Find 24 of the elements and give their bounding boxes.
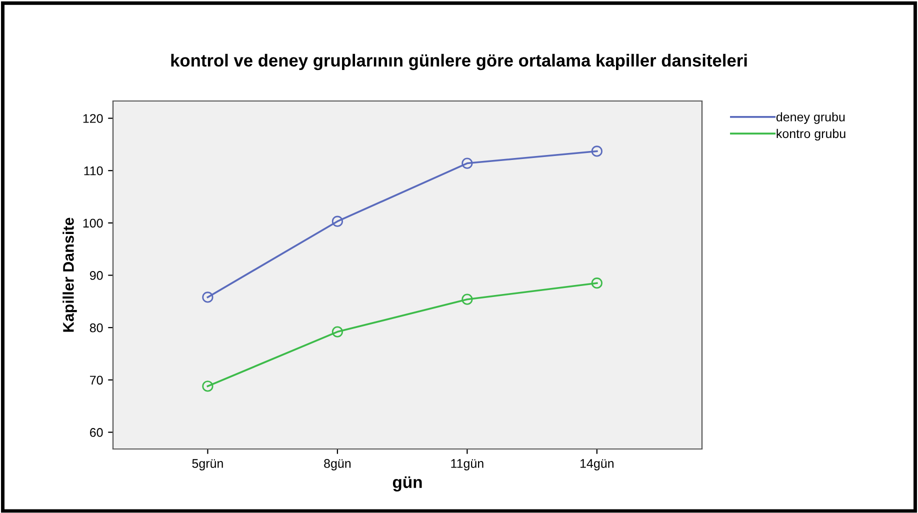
point [202, 292, 214, 303]
chart-title: kontrol ve deney gruplarının günlere göre ortalama kapiller dansiteleri [171, 54, 747, 70]
legend-label: deney grubu [776, 112, 845, 124]
y-tick-label: 110 [84, 166, 103, 176]
point [591, 146, 602, 157]
y-tick-label: 90 [90, 271, 103, 280]
point [332, 326, 343, 338]
y-tick-label: 80 [90, 323, 103, 332]
point [462, 294, 473, 305]
legend-label: kontro grubu [776, 128, 846, 141]
x-tick-label: 14gün [580, 459, 614, 470]
y-tick-label: 100 [83, 218, 103, 228]
y-axis-title: Kapiller Dansite [62, 218, 77, 332]
y-tick-label: 70 [90, 376, 103, 385]
x-tick-label: 8gün [324, 459, 351, 470]
point [332, 216, 343, 227]
x-tick-label: 11gün [451, 459, 484, 470]
point [591, 278, 602, 289]
x-axis-title: gün [392, 476, 422, 492]
y-tick-label: 120 [83, 114, 103, 123]
y-tick-label: 60 [90, 428, 103, 437]
point [462, 158, 473, 169]
x-tick-label: 5grün [192, 459, 223, 470]
point [202, 380, 214, 392]
